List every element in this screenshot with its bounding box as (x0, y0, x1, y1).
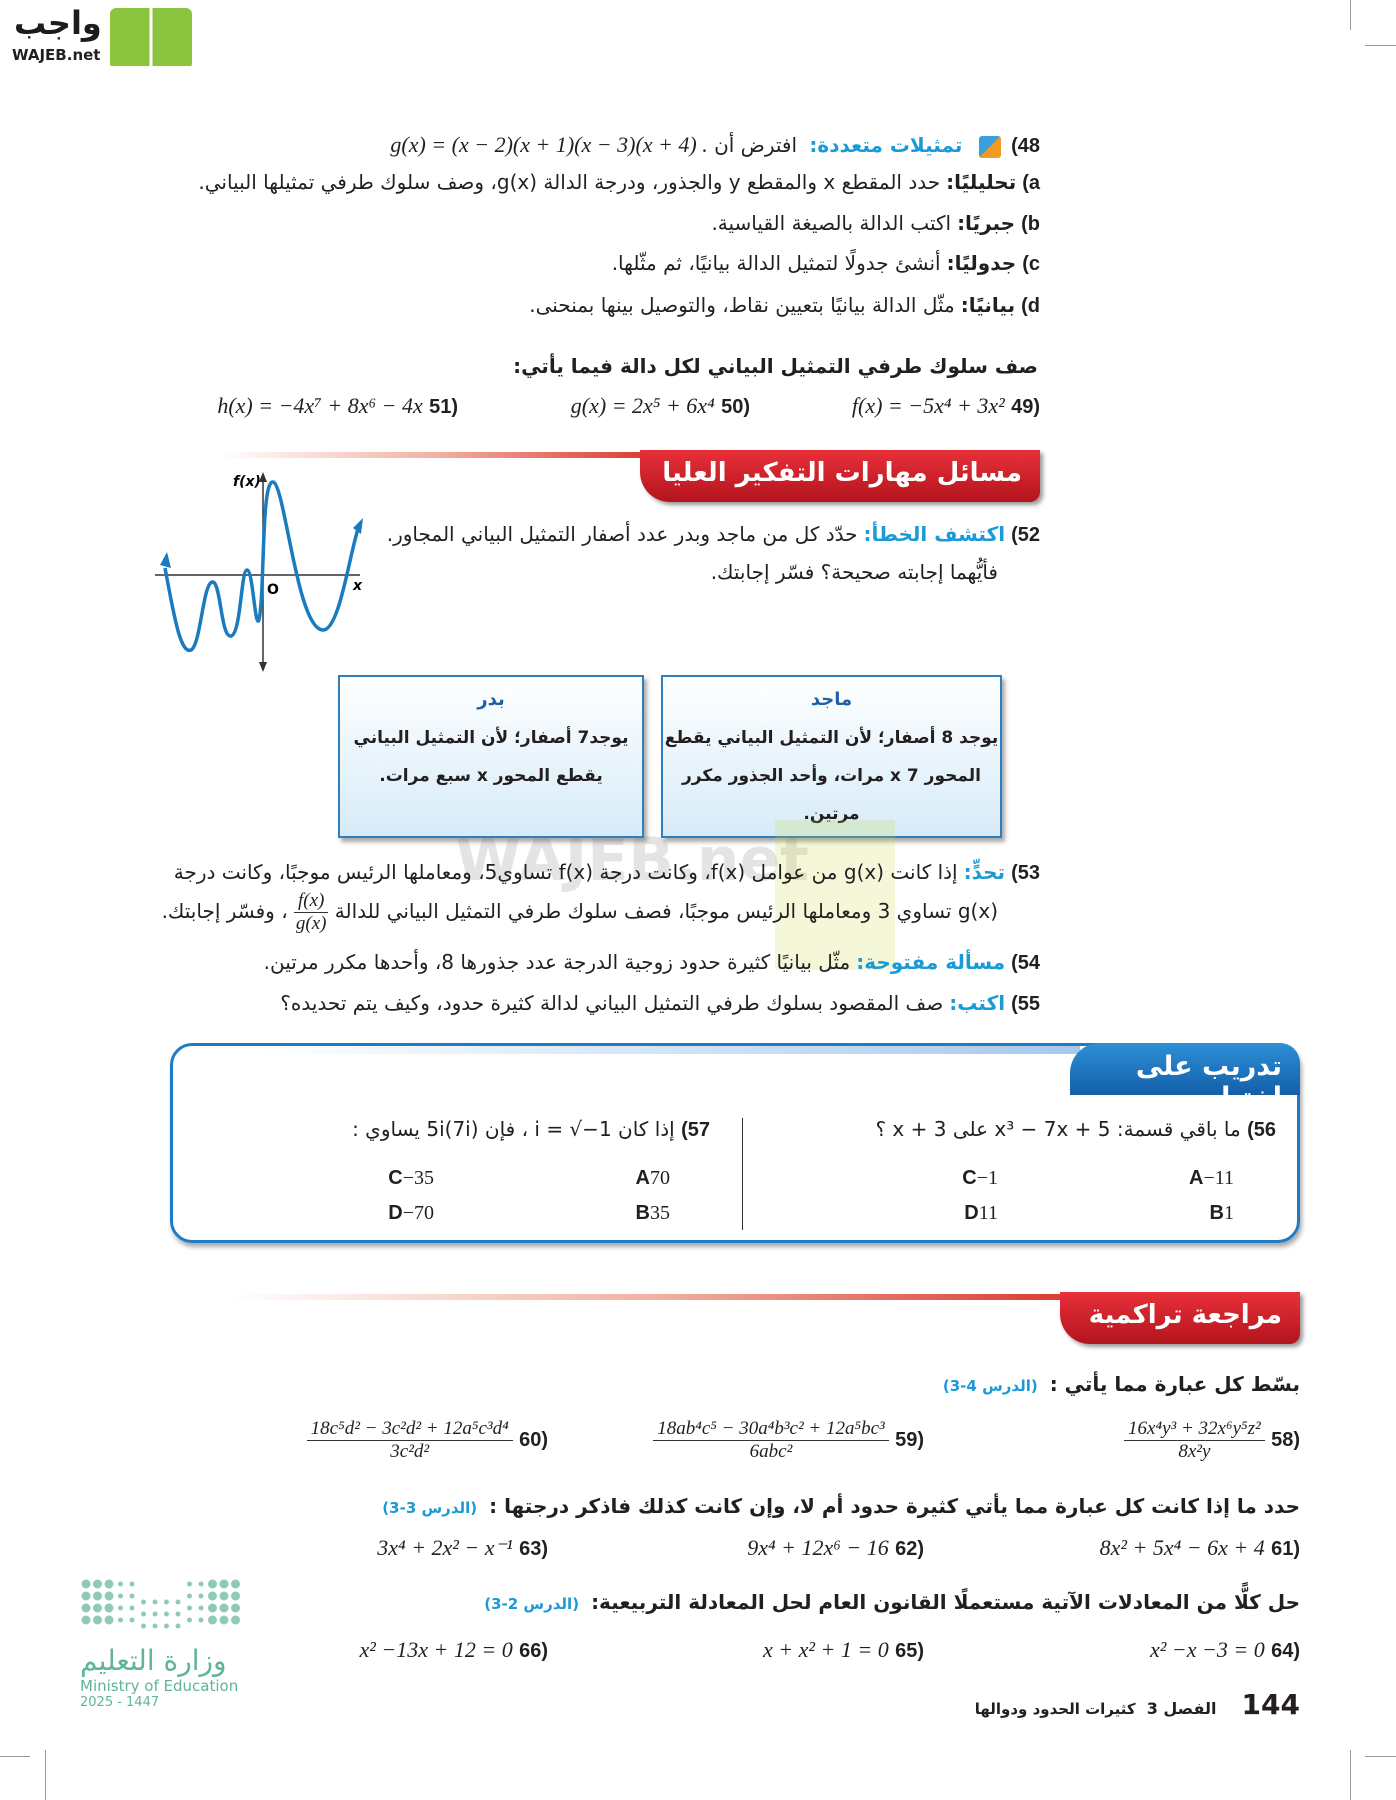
ministry-logo: وزارة التعليم Ministry of Education 2025… (80, 1578, 250, 1728)
wajeb-logo: واجب WAJEB.net (8, 4, 192, 68)
q48-part-d: d)بيانيًا:مثّل الدالة بيانيًا بتعيين نقا… (529, 293, 1040, 317)
q55: 55)اكتب:صف المقصود بسلوك طرفي التمثيل ال… (280, 991, 1040, 1015)
q65: (65 x + x² + 1 = 0 (763, 1637, 924, 1662)
q56: 56) ما باقي قسمة: x³ − 7x + 5 على x + 3 … (875, 1117, 1276, 1141)
q60: (60 18c⁵d² − 3c²d² + 12a⁵c³d⁴ 3c²d² (306, 1418, 548, 1463)
q58: (58 16x⁴y³ + 32x⁶y⁵z² 8x²y (1124, 1418, 1300, 1463)
q48: 48) تمثيلات متعددة: افترض أن g(x) = (x −… (390, 132, 1040, 158)
q49: (49 f(x) = −5x⁴ + 3x² (851, 393, 1040, 418)
simplify-instructions: بسّط كل عبارة مما يأتي :(الدرس 4-3) (942, 1372, 1300, 1396)
q56-option-d[interactable]: D11 (964, 1202, 998, 1224)
test-practice-title: تدريب على اختبار (1070, 1043, 1300, 1113)
y-axis-label: f(x) (233, 474, 261, 490)
q56-option-c[interactable]: C−1 (962, 1167, 998, 1189)
x-axis-label: x (352, 578, 363, 594)
watermark-book-icon (775, 820, 895, 970)
q59: (59 18ab⁴c⁵ − 30a⁴b³c² + 12a⁵bc³ 6abc² (653, 1418, 924, 1463)
q62: (62 9x⁴ + 12x⁶ − 16 (747, 1535, 924, 1560)
origin-label: O (267, 582, 279, 598)
chapter-title: كثيرات الحدود ودوالها (974, 1700, 1136, 1718)
q56-option-a[interactable]: A−11 (1189, 1167, 1234, 1189)
page-number: 144 (1241, 1688, 1300, 1721)
q52-line2: فأيُّهما إجابته صحيحة؟ فسّر إجابتك. (710, 560, 998, 584)
logo-latin: WAJEB.net (12, 46, 101, 64)
majid-answer-box: ماجد يوجد 8 أصفار؛ لأن التمثيل البياني ي… (661, 675, 1002, 838)
q66: (66 x² −13x + 12 = 0 (359, 1637, 548, 1662)
q56-option-b[interactable]: B1 (1209, 1202, 1234, 1224)
graph-curve (163, 480, 361, 652)
q53-line2: g(x) تساوي 3 ومعاملها الرئيس موجبًا، فصف… (161, 890, 998, 934)
polynomial-instructions: حدد ما إذا كانت كل عبارة مما يأتي كثيرة … (382, 1494, 1300, 1518)
q64: (64 x² −x −3 = 0 (1150, 1637, 1300, 1662)
multiple-representations-icon (978, 135, 1001, 158)
q53: 53)تحدٍّ:إذا كانت g(x) من عوامل f(x)، وك… (173, 860, 1040, 884)
q57-option-c[interactable]: C−35 (388, 1167, 434, 1189)
page-footer: 144 الفصل 3 كثيرات الحدود ودوالها (975, 1688, 1300, 1721)
quadratic-instructions: حل كلًّا من المعادلات الآتية مستعملًا ال… (484, 1590, 1300, 1614)
end-behavior-instructions: صف سلوك طرفي التمثيل البياني لكل دالة في… (513, 354, 1038, 378)
q52: 52)اكتشف الخطأ:حدّد كل من ماجد وبدر عدد … (386, 522, 1040, 546)
test-practice-box (170, 1043, 1300, 1243)
q51: (51 h(x) = −4x⁷ + 8x⁶ − 4x (217, 393, 458, 418)
q48-part-a: a)تحليليًا:حدد المقطع x والمقطع y والجذو… (198, 170, 1040, 194)
book-icon (110, 8, 192, 66)
q57-option-d[interactable]: D−70 (388, 1202, 434, 1224)
hots-banner: مسائل مهارات التفكير العليا (640, 450, 1040, 502)
q50: (50 g(x) = 2x⁵ + 6x⁴ (570, 393, 750, 418)
watermark: WAJEB.net (455, 825, 809, 895)
q57: 57) إذا كان i = √−1 ، فإن 5i(7i) يساوي : (352, 1117, 710, 1141)
q48-part-c: c)جدوليًا:أنشئ جدولًا لتمثيل الدالة بيان… (611, 251, 1040, 275)
q54: 54)مسألة مفتوحة:مثّل بيانيًا كثيرة حدود … (263, 950, 1040, 974)
polynomial-graph: f(x) x O (155, 472, 363, 672)
ministry-dots-icon (81, 1579, 240, 1629)
q48-part-b: b)جبريًا:اكتب الدالة بالصيغة القياسية. (711, 211, 1040, 235)
chapter-number: الفصل 3 (1146, 1699, 1217, 1718)
q61: (61 8x² + 5x⁴ − 6x + 4 (1099, 1535, 1300, 1560)
q57-option-a[interactable]: A70 (635, 1167, 670, 1189)
q57-option-b[interactable]: B35 (635, 1202, 670, 1224)
logo-arabic: واجب (14, 4, 102, 42)
q63: (63 3x⁴ + 2x² − x⁻¹ (377, 1535, 548, 1560)
badr-answer-box: بدر يوجد7 أصفار؛ لأن التمثيل البياني يقطع… (338, 675, 644, 838)
cumulative-review-banner: مراجعة تراكمية (1060, 1292, 1300, 1344)
